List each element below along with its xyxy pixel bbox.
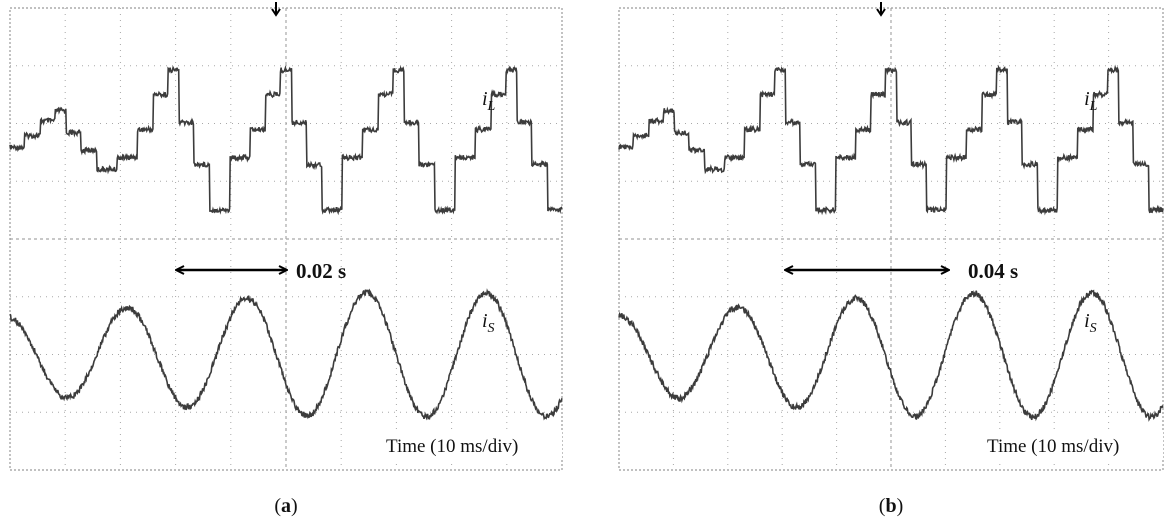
- series-label-iS: iS: [1084, 310, 1097, 336]
- scope-panel-b: iL iS 0.04 s Time (10 ms/div) (b): [618, 2, 1164, 517]
- panel-label: (b): [879, 495, 903, 517]
- time-scale-bg: [985, 432, 1163, 459]
- trace-iL: [9, 64, 563, 216]
- trace-iL: [618, 64, 1164, 216]
- trigger-marker: [876, 2, 886, 17]
- period-annotation: 0.02 s: [296, 259, 346, 283]
- time-scale-bg: [384, 432, 562, 459]
- time-scale-label: Time (10 ms/div): [386, 436, 518, 457]
- series-label-iL: iL: [482, 88, 496, 114]
- period-annotation: 0.04 s: [968, 259, 1018, 283]
- scope-frame: [618, 7, 1164, 471]
- time-scale-label: Time (10 ms/div): [987, 436, 1119, 457]
- panel-label: (a): [274, 495, 297, 517]
- trigger-marker: [271, 2, 281, 17]
- trace-iS: [9, 288, 563, 421]
- scope-frame: [9, 7, 563, 471]
- series-label-iS: iS: [482, 310, 495, 336]
- trace-iS: [618, 289, 1164, 422]
- scope-panel-a: iL iS 0.02 s Time (10 ms/div) (a): [9, 2, 563, 517]
- series-label-iL: iL: [1084, 88, 1098, 114]
